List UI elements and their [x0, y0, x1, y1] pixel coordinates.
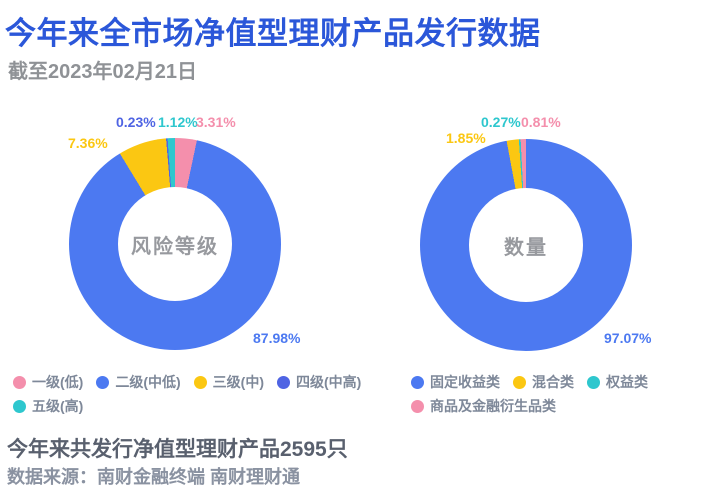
legend-label: 三级(中) [212, 374, 264, 390]
legend-label: 二级(中低) [115, 374, 181, 390]
page-title: 今年来全市场净值型理财产品发行数据 [5, 16, 541, 51]
quantity-legend-row-2: 商品及金融衍生品类 [411, 398, 556, 414]
quantity-center-label: 数量 [504, 236, 548, 259]
legend-item-level4-midhigh[interactable]: 四级(中高) [276, 372, 362, 392]
slice-label-level2-midlow: 87.98% [253, 330, 301, 346]
slice-label-level4-midhigh: 0.23% [116, 114, 156, 130]
legend-label: 四级(中高) [295, 374, 362, 390]
legend-item-derivatives[interactable]: 商品及金融衍生品类 [411, 396, 556, 416]
slice-label-mixed: 1.85% [446, 130, 486, 146]
risk-level-donut-chart: 风险等级 [69, 138, 281, 350]
legend-dot-cyan [13, 399, 26, 413]
slice-label-level5-high: 1.12% [158, 114, 198, 130]
donut-hole [469, 188, 583, 302]
risk-legend-row-2: 五级(高) [13, 398, 83, 414]
legend-dot-cyan [587, 375, 600, 389]
as-of-date: 截至2023年02月21日 [8, 61, 197, 83]
legend-label: 一级(低) [32, 374, 84, 390]
legend-dot-pink [13, 375, 26, 389]
legend-dot-blue [96, 375, 110, 389]
legend-label: 商品及金融衍生品类 [430, 398, 556, 414]
quantity-legend-row-1: 固定收益类 混合类 权益类 [411, 374, 648, 390]
legend-dot-yellow [513, 375, 526, 389]
total-issued-statement: 今年来共发行净值型理财产品2595只 [7, 438, 348, 461]
legend-dot-periwinkle [276, 375, 290, 389]
legend-item-level5-high[interactable]: 五级(高) [13, 396, 83, 416]
legend-item-level2-midlow[interactable]: 二级(中低) [96, 372, 181, 392]
slice-label-level1-low: 3.31% [196, 114, 236, 130]
legend-item-level1-low[interactable]: 一级(低) [13, 372, 83, 392]
donut-hole [118, 187, 232, 301]
slice-label-fixed-income: 97.07% [604, 330, 652, 346]
legend-label: 五级(高) [32, 398, 84, 414]
data-source: 数据来源：南财金融终端 南财理财通 [7, 467, 300, 487]
legend-dot-yellow [193, 375, 207, 389]
risk-level-center-label: 风险等级 [131, 235, 219, 258]
legend-label: 权益类 [606, 374, 648, 390]
slice-label-level3-mid: 7.36% [68, 135, 108, 151]
slice-label-equity: 0.27% [481, 114, 521, 130]
legend-label: 固定收益类 [430, 374, 500, 390]
legend-item-mixed[interactable]: 混合类 [513, 372, 574, 392]
risk-legend-row-1: 一级(低) 二级(中低) 三级(中) 四级(中高) [13, 374, 361, 390]
legend-dot-blue [411, 375, 424, 389]
legend-label: 混合类 [532, 374, 574, 390]
legend-item-equity[interactable]: 权益类 [587, 372, 648, 392]
legend-item-level3-mid[interactable]: 三级(中) [193, 372, 264, 392]
legend-dot-pink [411, 399, 424, 413]
legend-item-fixed-income[interactable]: 固定收益类 [411, 372, 500, 392]
slice-label-derivatives: 0.81% [521, 114, 561, 130]
quantity-donut-chart: 数量 [420, 139, 632, 351]
